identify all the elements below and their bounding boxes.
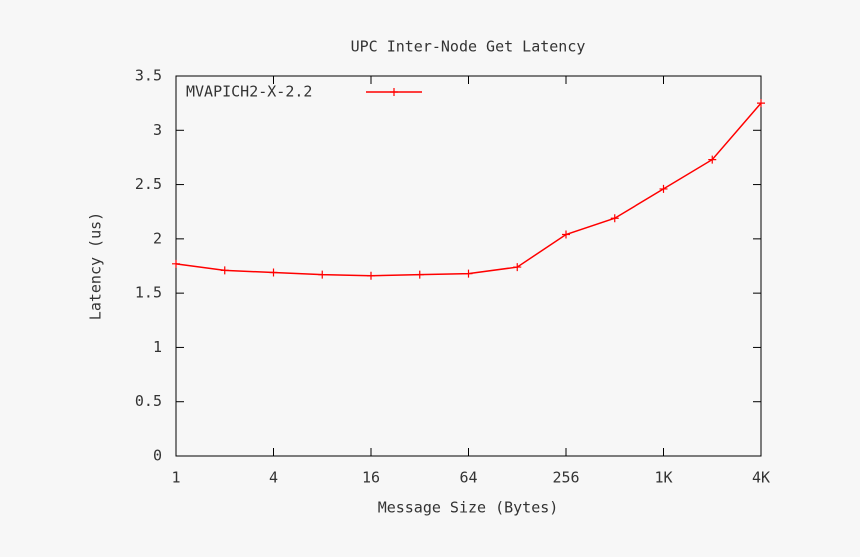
y-tick-label: 3 <box>153 121 162 139</box>
y-tick-label: 0 <box>153 447 162 465</box>
y-tick-label: 3.5 <box>135 67 162 85</box>
point-marker <box>415 270 424 279</box>
point-marker <box>367 271 375 280</box>
y-tick-label: 1.5 <box>135 284 162 302</box>
legend-marker <box>390 88 398 96</box>
point-marker <box>659 184 668 193</box>
x-tick-label: 1 <box>171 469 180 487</box>
y-tick-label: 1 <box>153 338 162 356</box>
x-tick-label: 64 <box>459 469 477 487</box>
y-tick-label: 0.5 <box>135 392 162 410</box>
point-marker <box>318 270 327 279</box>
point-marker <box>172 259 180 268</box>
x-tick-label: 1K <box>654 469 672 487</box>
x-tick-label: 4 <box>269 469 278 487</box>
point-marker <box>464 269 473 278</box>
chart-title: UPC Inter-Node Get Latency <box>351 38 586 56</box>
x-tick-label: 256 <box>552 469 579 487</box>
point-marker <box>220 266 229 275</box>
x-axis-label: Message Size (Bytes) <box>378 499 559 517</box>
point-marker <box>513 263 522 272</box>
legend-label: MVAPICH2-X-2.2 <box>186 83 312 101</box>
x-tick-label: 4K <box>752 469 770 487</box>
point-marker <box>757 99 765 108</box>
x-tick-label: 16 <box>362 469 380 487</box>
point-marker <box>610 214 619 223</box>
point-marker <box>562 230 570 239</box>
y-tick-label: 2 <box>153 229 162 247</box>
y-tick-label: 2.5 <box>135 175 162 193</box>
y-axis-label: Latency (us) <box>87 212 105 320</box>
point-marker <box>708 155 717 164</box>
point-marker <box>269 268 278 277</box>
